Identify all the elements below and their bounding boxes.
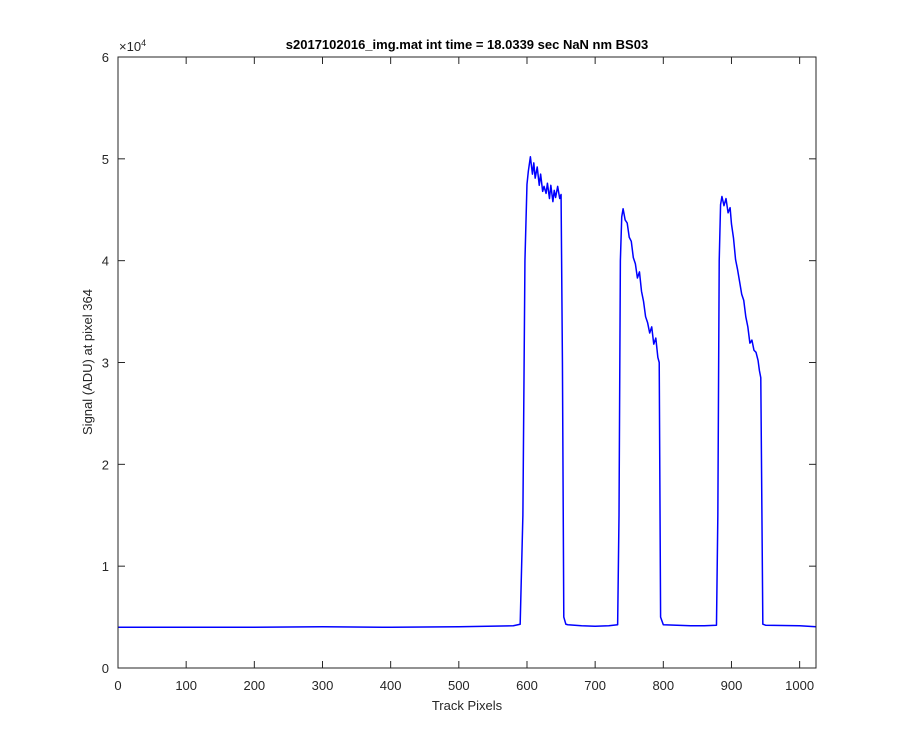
y-tick-label: 1 bbox=[102, 559, 109, 574]
plot-area bbox=[118, 57, 816, 668]
tick-layer: 0 100 200 300 400 500 600 700 800 900 1000 0 1 2 3 4 5 6 bbox=[102, 50, 816, 693]
y-tick-label: 4 bbox=[102, 254, 109, 269]
y-tick-label: 5 bbox=[102, 152, 109, 167]
x-tick-label: 0 bbox=[114, 678, 121, 693]
y-tick-label: 0 bbox=[102, 661, 109, 676]
y-exponent-power: 4 bbox=[141, 38, 146, 48]
data-layer bbox=[118, 156, 817, 629]
y-axis-label: Signal (ADU) at pixel 364 bbox=[80, 289, 95, 435]
x-tick-label: 800 bbox=[652, 678, 674, 693]
x-tick-label: 200 bbox=[243, 678, 265, 693]
x-tick-label: 1000 bbox=[785, 678, 814, 693]
x-tick-label: 600 bbox=[516, 678, 538, 693]
y-tick-label: 3 bbox=[102, 356, 109, 371]
axes-frame bbox=[117, 56, 817, 669]
x-tick-label: 300 bbox=[312, 678, 334, 693]
series-line-0 bbox=[118, 156, 817, 629]
x-tick-label: 100 bbox=[175, 678, 197, 693]
y-exponent-base: ×10 bbox=[119, 39, 141, 54]
x-tick-label: 900 bbox=[721, 678, 743, 693]
y-tick-label: 6 bbox=[102, 50, 109, 65]
x-tick-label: 700 bbox=[584, 678, 606, 693]
x-tick-label: 500 bbox=[448, 678, 470, 693]
chart-title: s2017102016_img.mat int time = 18.0339 s… bbox=[286, 37, 648, 52]
y-tick-label: 2 bbox=[102, 457, 109, 472]
x-axis-label: Track Pixels bbox=[432, 698, 503, 713]
x-tick-label: 400 bbox=[380, 678, 402, 693]
y-exponent-label: ×104 bbox=[119, 38, 146, 54]
